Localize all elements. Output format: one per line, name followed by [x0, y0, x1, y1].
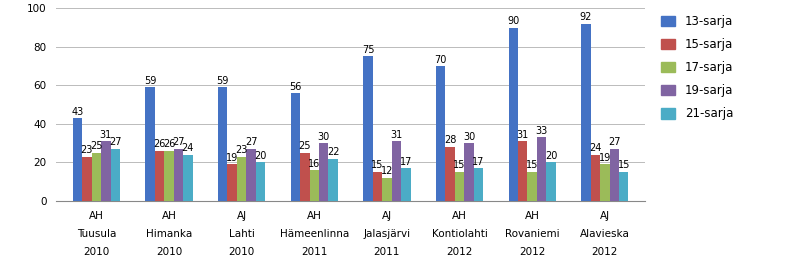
Bar — [518, 141, 527, 201]
Bar — [392, 141, 401, 201]
Bar — [600, 164, 609, 201]
Bar — [591, 155, 600, 201]
Bar — [619, 172, 629, 201]
Text: 59: 59 — [144, 76, 156, 86]
Text: 31: 31 — [517, 130, 529, 140]
Bar — [527, 172, 537, 201]
Text: 27: 27 — [172, 137, 185, 147]
Text: 15: 15 — [372, 160, 384, 170]
Bar — [155, 151, 164, 201]
Bar — [581, 24, 591, 201]
Text: 17: 17 — [472, 157, 484, 167]
Bar — [329, 158, 338, 201]
Text: 26: 26 — [163, 139, 175, 149]
Bar — [92, 153, 101, 201]
Text: 15: 15 — [526, 160, 538, 170]
Bar — [319, 143, 329, 201]
Text: 92: 92 — [580, 12, 592, 22]
Bar — [609, 149, 619, 201]
Text: 70: 70 — [434, 55, 447, 64]
Bar — [218, 87, 227, 201]
Bar — [300, 153, 310, 201]
Text: 24: 24 — [181, 143, 194, 153]
Text: 28: 28 — [444, 135, 456, 145]
Bar — [256, 162, 265, 201]
Text: 90: 90 — [507, 16, 519, 26]
Bar — [537, 137, 546, 201]
Bar — [82, 157, 92, 201]
Bar — [145, 87, 155, 201]
Text: 15: 15 — [617, 160, 630, 170]
Text: 15: 15 — [454, 160, 466, 170]
Text: 19: 19 — [599, 153, 611, 163]
Text: 23: 23 — [235, 145, 247, 155]
Text: 26: 26 — [153, 139, 166, 149]
Bar — [364, 56, 372, 201]
Text: 59: 59 — [217, 76, 229, 86]
Text: 27: 27 — [608, 137, 621, 147]
Text: 20: 20 — [545, 151, 557, 161]
Text: 56: 56 — [289, 81, 301, 92]
Bar — [291, 93, 300, 201]
Text: 27: 27 — [109, 137, 122, 147]
Text: 20: 20 — [255, 151, 267, 161]
Bar — [174, 149, 183, 201]
Text: 27: 27 — [245, 137, 257, 147]
Text: 43: 43 — [72, 107, 84, 117]
Text: 31: 31 — [390, 130, 402, 140]
Bar — [436, 66, 446, 201]
Bar — [446, 147, 455, 201]
Bar — [455, 172, 464, 201]
Text: 24: 24 — [589, 143, 601, 153]
Text: 33: 33 — [535, 126, 548, 136]
Bar — [164, 151, 174, 201]
Bar — [401, 168, 410, 201]
Bar — [382, 178, 392, 201]
Bar — [310, 170, 319, 201]
Text: 23: 23 — [81, 145, 93, 155]
Text: 22: 22 — [327, 147, 339, 157]
Text: 25: 25 — [298, 141, 311, 151]
Bar — [227, 164, 237, 201]
Text: 75: 75 — [362, 45, 374, 55]
Bar — [372, 172, 382, 201]
Bar — [464, 143, 474, 201]
Text: 12: 12 — [380, 166, 393, 176]
Text: 25: 25 — [90, 141, 102, 151]
Bar — [237, 157, 247, 201]
Text: 30: 30 — [463, 132, 476, 141]
Text: 19: 19 — [226, 153, 239, 163]
Bar — [73, 118, 82, 201]
Text: 17: 17 — [400, 157, 412, 167]
Text: 31: 31 — [100, 130, 112, 140]
Bar — [110, 149, 120, 201]
Text: 16: 16 — [308, 158, 321, 169]
Bar — [546, 162, 556, 201]
Bar — [101, 141, 110, 201]
Bar — [509, 28, 518, 201]
Text: 30: 30 — [318, 132, 330, 141]
Bar — [474, 168, 483, 201]
Bar — [183, 155, 193, 201]
Legend: 13-sarja, 15-sarja, 17-sarja, 19-sarja, 21-sarja: 13-sarja, 15-sarja, 17-sarja, 19-sarja, … — [657, 10, 738, 125]
Bar — [247, 149, 256, 201]
